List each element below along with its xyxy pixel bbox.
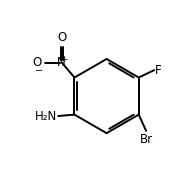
Text: O: O: [33, 56, 42, 69]
Text: −: −: [35, 66, 43, 76]
Text: +: +: [60, 55, 68, 64]
Text: H₂N: H₂N: [35, 109, 57, 122]
Text: N: N: [57, 56, 66, 69]
Text: Br: Br: [140, 133, 153, 146]
Text: O: O: [57, 32, 66, 44]
Text: F: F: [155, 64, 162, 77]
